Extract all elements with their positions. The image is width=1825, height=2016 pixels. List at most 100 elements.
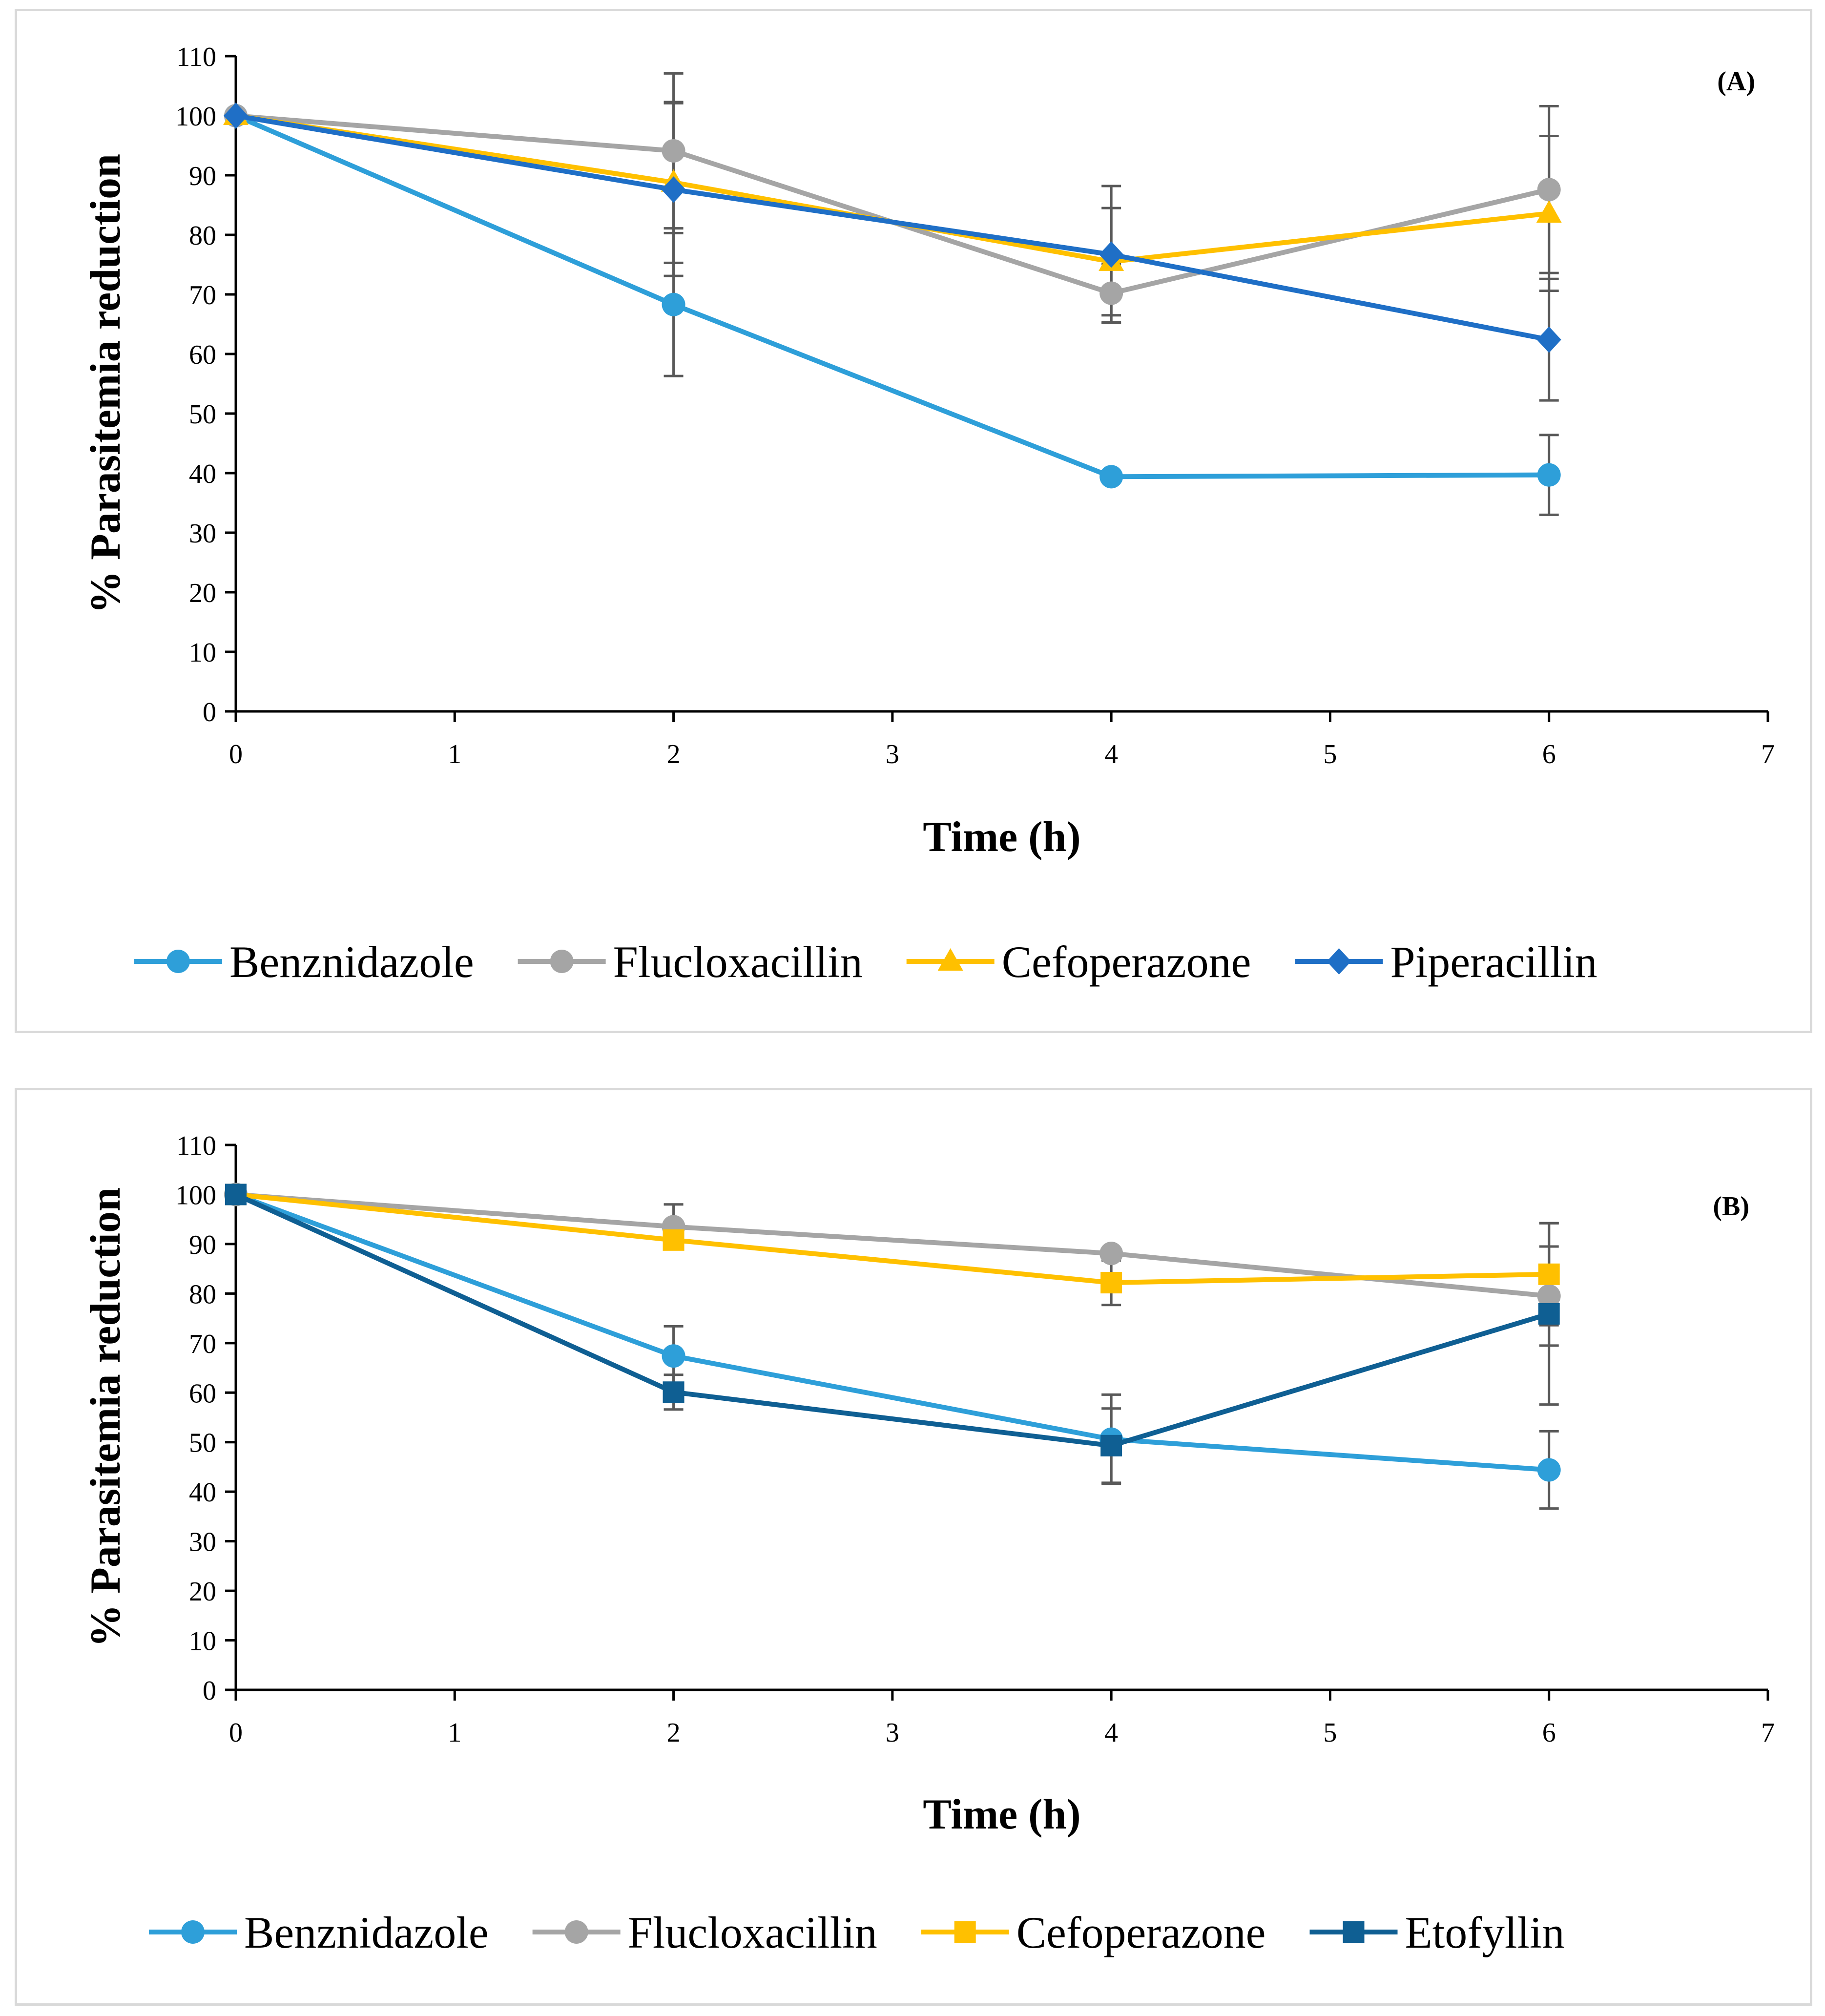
series-etofyllin (225, 1184, 1560, 1456)
legend-marker (181, 1920, 205, 1944)
data-point (1536, 200, 1562, 223)
legend-item: Cefoperazone (921, 1908, 1266, 1957)
y-tick-label: 30 (189, 519, 216, 549)
legend-label: Benznidazole (244, 1908, 489, 1957)
legend-item: Cefoperazone (906, 937, 1251, 987)
legend-marker (1343, 1921, 1365, 1943)
legend-item: Piperacillin (1295, 937, 1597, 987)
y-tick-label: 100 (175, 102, 216, 132)
series-line (235, 113, 1549, 479)
legend-marker (550, 950, 574, 973)
y-tick-label: 40 (189, 459, 216, 489)
series-flucloxacillin (224, 1183, 1561, 1308)
panel-label: (A) (1717, 66, 1755, 97)
x-tick-label: 6 (1542, 739, 1556, 769)
y-tick-label: 10 (189, 1626, 216, 1657)
data-point (663, 1381, 684, 1403)
legend-marker (937, 948, 963, 971)
x-tick-label: 7 (1761, 739, 1775, 769)
y-tick-label: 30 (189, 1527, 216, 1558)
data-point (1099, 241, 1124, 268)
data-point (1537, 1458, 1561, 1482)
x-tick-label: 0 (229, 1718, 243, 1748)
x-axis-title: Time (h) (923, 1791, 1080, 1838)
data-point (225, 1184, 247, 1205)
chart-panel-b: 0 10 20 30 40 50 60 70 80 90 100 110 0 1 2 3 4 5 6 7 Time (h… (15, 1088, 1812, 2006)
x-tick-label: 5 (1323, 1718, 1337, 1748)
legend-label: Flucloxacillin (628, 1908, 877, 1957)
data-point (1100, 1434, 1122, 1456)
data-point (224, 103, 248, 129)
axes: 0 10 20 30 40 50 60 70 80 90 100 110 0 1 2 3 4 5 6 7 (175, 1131, 1775, 1748)
legend-label: Cefoperazone (1002, 937, 1251, 987)
y-tick-label: 70 (189, 280, 216, 311)
legend-item: Flucloxacillin (518, 937, 863, 987)
series-line (235, 1192, 1550, 1473)
y-tick-label: 110 (176, 1131, 216, 1161)
series-cefoperazone (223, 103, 1562, 271)
data-point (662, 1344, 685, 1368)
legend-marker (166, 950, 190, 973)
y-tick-label: 20 (189, 1577, 216, 1607)
data-point (1099, 1242, 1123, 1266)
y-tick-label: 0 (203, 697, 216, 727)
x-tick-label: 2 (667, 739, 681, 769)
data-point (1100, 1272, 1122, 1294)
x-tick-label: 6 (1542, 1718, 1556, 1748)
y-tick-label: 50 (189, 399, 216, 430)
x-tick-label: 1 (448, 739, 461, 769)
y-axis-title: % Parasitemia reduction (82, 154, 129, 614)
series-line (235, 1192, 1549, 1286)
legend-item: Flucloxacillin (532, 1908, 877, 1957)
y-tick-label: 90 (189, 1230, 216, 1260)
y-tick-label: 50 (189, 1428, 216, 1458)
x-tick-label: 4 (1104, 739, 1118, 769)
legend-label: Benznidazole (229, 937, 474, 987)
data-point (1538, 1263, 1560, 1285)
data-point (661, 176, 686, 203)
data-point (1537, 463, 1561, 487)
x-tick-label: 3 (886, 1718, 899, 1748)
x-tick-label: 4 (1104, 1718, 1118, 1748)
legend-marker (564, 1920, 588, 1944)
data-point (1537, 178, 1561, 202)
legend-item: Benznidazole (149, 1908, 489, 1957)
data-point (1536, 326, 1561, 353)
data-point (1099, 465, 1123, 489)
data-point (1537, 1284, 1561, 1308)
series-line (235, 113, 1550, 342)
legend-marker (1327, 948, 1351, 975)
data-point (662, 139, 685, 163)
legend: Benznidazole Flucloxacillin Cefoperazone Pi… (134, 937, 1597, 987)
legend-label: Cefoperazone (1016, 1908, 1266, 1957)
chart-panel-a: 0 10 20 30 40 50 60 70 80 90 100 110 0 1 2 3 4 5 6 7 Time (h… (15, 9, 1812, 1033)
series-line (235, 1192, 1550, 1299)
y-tick-label: 70 (189, 1329, 216, 1359)
y-tick-label: 90 (189, 161, 216, 191)
y-tick-label: 80 (189, 221, 216, 251)
series-piperacillin (224, 103, 1561, 353)
x-tick-label: 7 (1761, 1718, 1775, 1748)
legend-label: Piperacillin (1390, 937, 1597, 987)
y-tick-label: 80 (189, 1279, 216, 1309)
x-axis-title: Time (h) (923, 813, 1080, 861)
x-tick-label: 2 (667, 1718, 681, 1748)
legend-item: Benznidazole (134, 937, 474, 987)
series-benznidazole (224, 104, 1561, 489)
series-flucloxacillin (224, 104, 1561, 305)
legend-item: Etofyllin (1309, 1908, 1565, 1957)
y-tick-label: 20 (189, 578, 216, 608)
y-tick-label: 0 (203, 1676, 216, 1706)
x-tick-label: 1 (448, 1718, 461, 1748)
legend-label: Etofyllin (1405, 1908, 1565, 1957)
y-tick-label: 60 (189, 1378, 216, 1409)
y-tick-label: 60 (189, 340, 216, 370)
y-tick-label: 10 (189, 638, 216, 668)
panel-label: (B) (1713, 1191, 1749, 1222)
data-point (1099, 281, 1123, 305)
axes: 0 10 20 30 40 50 60 70 80 90 100 110 0 1 2 3 4 5 6 7 (175, 42, 1775, 769)
y-axis-title: % Parasitemia reduction (82, 1187, 129, 1647)
y-tick-label: 100 (175, 1180, 216, 1210)
x-tick-label: 5 (1323, 739, 1337, 769)
series-line (234, 1192, 1550, 1448)
